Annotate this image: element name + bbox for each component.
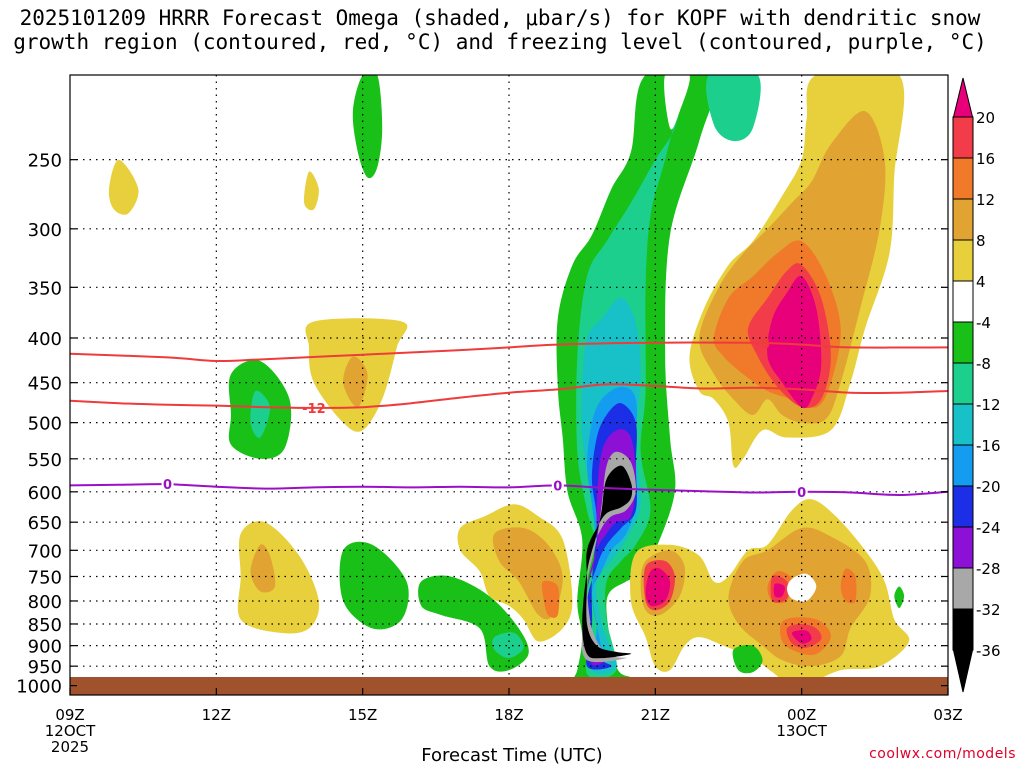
axis-layer: 2503003504004505005506006507007508008509… [16, 151, 963, 756]
colorbar-segment-6 [952, 362, 974, 405]
y-tick-label-500: 500 [28, 414, 62, 435]
omega-region-23 [582, 465, 633, 659]
chart-title: 2025101209 HRRR Forecast Omega (shaded, … [0, 6, 1000, 54]
freezing-label-bg-0 [161, 476, 174, 492]
omega-region-17 [706, 75, 761, 142]
colorbar-label-13: -36 [976, 642, 1001, 660]
colorbar-segment-10 [952, 526, 974, 569]
colorbar-segment-7 [952, 403, 974, 446]
omega-region-6 [250, 390, 271, 438]
x-tick-label-12: 12Z [202, 706, 231, 724]
colorbar-label-0: 20 [976, 109, 995, 127]
dendritic-contour-1 [70, 383, 948, 409]
y-tick-label-300: 300 [28, 220, 62, 241]
ground-surface-bar [70, 677, 948, 695]
x-tick-label-15: 15Z [348, 706, 377, 724]
x-tick-label-9: 09Z [55, 706, 84, 724]
colorbar-segment-2 [952, 198, 974, 241]
freezing-level-label-2: 0 [797, 486, 806, 501]
colorbar-label-3: 8 [976, 232, 986, 250]
freezing-label-bg-1 [551, 477, 564, 493]
title-line-2: growth region (contoured, red, °C) and f… [13, 30, 987, 54]
dendritic-contour-label-1: -12 [302, 402, 326, 417]
omega-region-38 [894, 586, 905, 608]
x-tick-label-24: 00Z [787, 706, 816, 724]
y-tick-label-400: 400 [28, 329, 62, 350]
colorbar-label-11: -28 [976, 560, 1001, 578]
y-tick-label-700: 700 [28, 541, 62, 562]
y-tick-label-1000: 1000 [16, 677, 62, 698]
colorbar-top-arrow [952, 77, 974, 120]
colorbar-label-5: -4 [976, 314, 991, 332]
y-tick-label-600: 600 [28, 483, 62, 504]
omega-region-28 [840, 568, 857, 604]
colorbar-label-10: -24 [976, 519, 1001, 537]
x-tick-year-9: 2025 [51, 738, 89, 756]
contour-layer: -8 -12 0 0 0 [70, 337, 948, 501]
colorbar: 20 16 12 8 4 -4 -8 -12 -16 -20 -24 -28 -32 -36 [952, 77, 1001, 693]
colorbar-segment-8 [952, 444, 974, 487]
colorbar-segment-9 [952, 485, 974, 528]
colorbar-label-9: -20 [976, 478, 1001, 496]
dendritic-contour-0 [70, 341, 948, 363]
x-tick-date-9: 12OCT [45, 722, 96, 740]
colorbar-label-7: -12 [976, 396, 1001, 414]
x-axis-label: Forecast Time (UTC) [421, 745, 603, 766]
colorbar-bottom-arrow [952, 647, 974, 693]
omega-region-7 [237, 521, 320, 634]
colorbar-label-8: -16 [976, 437, 1001, 455]
omega-region-4 [343, 356, 368, 408]
freezing-level-label-1: 0 [553, 479, 562, 494]
x-tick-label-18: 18Z [494, 706, 523, 724]
colorbar-segment-3 [952, 239, 974, 282]
colorbar-segment-1 [952, 157, 974, 200]
omega-region-0 [352, 75, 383, 179]
freezing-level-label-0: 0 [163, 478, 172, 493]
y-tick-label-950: 950 [28, 657, 62, 678]
colorbar-label-1: 16 [976, 150, 995, 168]
omega-region-1 [108, 159, 139, 215]
colorbar-segment-5 [952, 321, 974, 364]
omega-region-9 [339, 541, 409, 630]
omega-region-11 [492, 632, 524, 659]
omega-region-44 [664, 75, 690, 130]
y-tick-label-750: 750 [28, 567, 62, 588]
omega-region-33 [645, 567, 671, 607]
omega-region-2 [303, 171, 319, 211]
y-tick-label-900: 900 [28, 637, 62, 658]
omega-region-8 [250, 544, 276, 593]
y-tick-label-650: 650 [28, 513, 62, 534]
omega-region-31 [791, 630, 812, 644]
y-tick-label-550: 550 [28, 450, 62, 471]
colorbar-label-2: 12 [976, 191, 995, 209]
omega-region-14 [541, 580, 560, 618]
omega-region-36 [787, 573, 817, 602]
credit-link[interactable]: coolwx.com/models [869, 746, 1016, 762]
colorbar-segment-11 [952, 567, 974, 610]
omega-shading-layer [108, 75, 910, 688]
colorbar-label-6: -8 [976, 355, 991, 373]
colorbar-label-12: -32 [976, 601, 1001, 619]
colorbar-segment-0 [952, 116, 974, 159]
x-tick-date-24: 13OCT [776, 722, 827, 740]
x-tick-label-21: 21Z [641, 706, 670, 724]
x-tick-label-27: 03Z [933, 706, 962, 724]
freezing-label-bg-2 [795, 483, 808, 499]
title-line-1: 2025101209 HRRR Forecast Omega (shaded, … [19, 6, 981, 30]
colorbar-label-4: 4 [976, 273, 986, 291]
colorbar-segment-4 [952, 280, 974, 323]
colorbar-segment-12 [952, 608, 974, 651]
omega-region-43 [767, 275, 822, 409]
y-tick-label-350: 350 [28, 278, 62, 299]
y-tick-label-450: 450 [28, 374, 62, 395]
omega-region-35 [773, 583, 785, 598]
y-tick-label-850: 850 [28, 615, 62, 636]
y-tick-label-250: 250 [28, 151, 62, 172]
y-tick-label-800: 800 [28, 592, 62, 613]
dendritic-contour-label-0: -8 [755, 337, 769, 352]
